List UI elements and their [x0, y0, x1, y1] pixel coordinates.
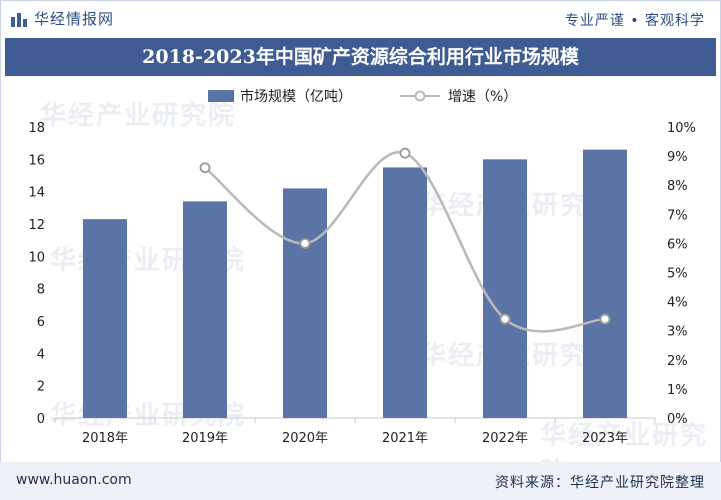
bar: [83, 219, 127, 418]
y-right-tick-label: 9%: [667, 150, 688, 165]
axes: 0 2 4 6 8 10 12 14 16 18 0% 1% 2% 3% 4% 5% 6% 7% 8% 9% 10% 20…: [28, 121, 695, 446]
header: 华经情报网 专业严谨 • 客观科学: [0, 0, 721, 38]
bar: [283, 188, 327, 418]
legend-bar-label: 市场规模（亿吨）: [240, 88, 352, 105]
y-left-tick-label: 4: [37, 347, 45, 362]
growth-point: [499, 313, 511, 325]
legend-line-label: 增速（%）: [448, 89, 517, 105]
y-left-tick-label: 6: [37, 315, 45, 330]
brand-logo[interactable]: 华经情报网: [10, 8, 114, 29]
growth-point: [599, 313, 611, 325]
growth-point: [199, 162, 211, 174]
bar: [183, 201, 227, 418]
y-right-tick-label: 5%: [667, 267, 688, 282]
y-right-tick-label: 3%: [667, 325, 688, 340]
x-tick-label: 2021年: [382, 431, 428, 446]
chart-canvas: 市场规模（亿吨） 增速（%） 0 2 4 6 8 10 12 14 16 18 0% 1% 2% 3% 4%…: [28, 88, 695, 446]
y-left-tick-label: 0: [37, 412, 45, 427]
x-tick-label: 2022年: [482, 431, 528, 446]
y-left-tick-label: 10: [28, 250, 45, 265]
x-tick-label: 2019年: [182, 431, 228, 446]
chart-title: 2018-2023年中国矿产资源综合利用行业市场规模: [142, 46, 579, 68]
y-right-tick-label: 10%: [667, 121, 696, 136]
bar-chart-logo-icon: [11, 12, 27, 27]
y-left-tick-label: 18: [28, 121, 45, 136]
y-right-tick-label: 6%: [667, 237, 688, 252]
y-right-tick-label: 8%: [667, 179, 688, 194]
x-tick-label: 2020年: [282, 431, 328, 446]
bars: [83, 149, 627, 419]
y-left-tick-label: 16: [28, 153, 45, 168]
y-right-tick-label: 1%: [667, 383, 688, 398]
growth-point: [399, 147, 411, 159]
x-tick-label: 2023年: [582, 431, 628, 446]
bar: [583, 149, 627, 418]
y-right-tick-label: 4%: [667, 296, 688, 311]
title-bar: 2018-2023年中国矿产资源综合利用行业市场规模: [5, 38, 716, 76]
y-left-tick-label: 14: [28, 186, 45, 201]
watermark: 华经产业研究院: [40, 101, 237, 131]
footer: www.huaon.com 资料来源：华经产业研究院整理: [0, 462, 721, 500]
growth-line: [199, 147, 611, 333]
x-tick-label: 2018年: [82, 431, 128, 446]
y-right-tick-label: 0%: [667, 412, 688, 427]
source-note: 资料来源：华经产业研究院整理: [495, 475, 705, 491]
y-right-tick-label: 2%: [667, 354, 688, 369]
bar: [483, 159, 527, 419]
legend: 市场规模（亿吨） 增速（%）: [208, 88, 517, 105]
y-left-tick-label: 2: [37, 380, 45, 395]
y-left-tick-label: 8: [37, 283, 45, 298]
growth-point: [299, 237, 311, 249]
legend-bar-swatch: [208, 90, 234, 102]
brand-name: 华经情报网: [34, 10, 115, 28]
y-right-tick-label: 7%: [667, 208, 688, 223]
bar: [383, 167, 427, 418]
y-left-tick-label: 12: [28, 218, 45, 233]
slogan: 专业严谨 • 客观科学: [564, 13, 705, 29]
legend-line-marker: [414, 90, 426, 102]
site-url[interactable]: www.huaon.com: [16, 472, 132, 488]
